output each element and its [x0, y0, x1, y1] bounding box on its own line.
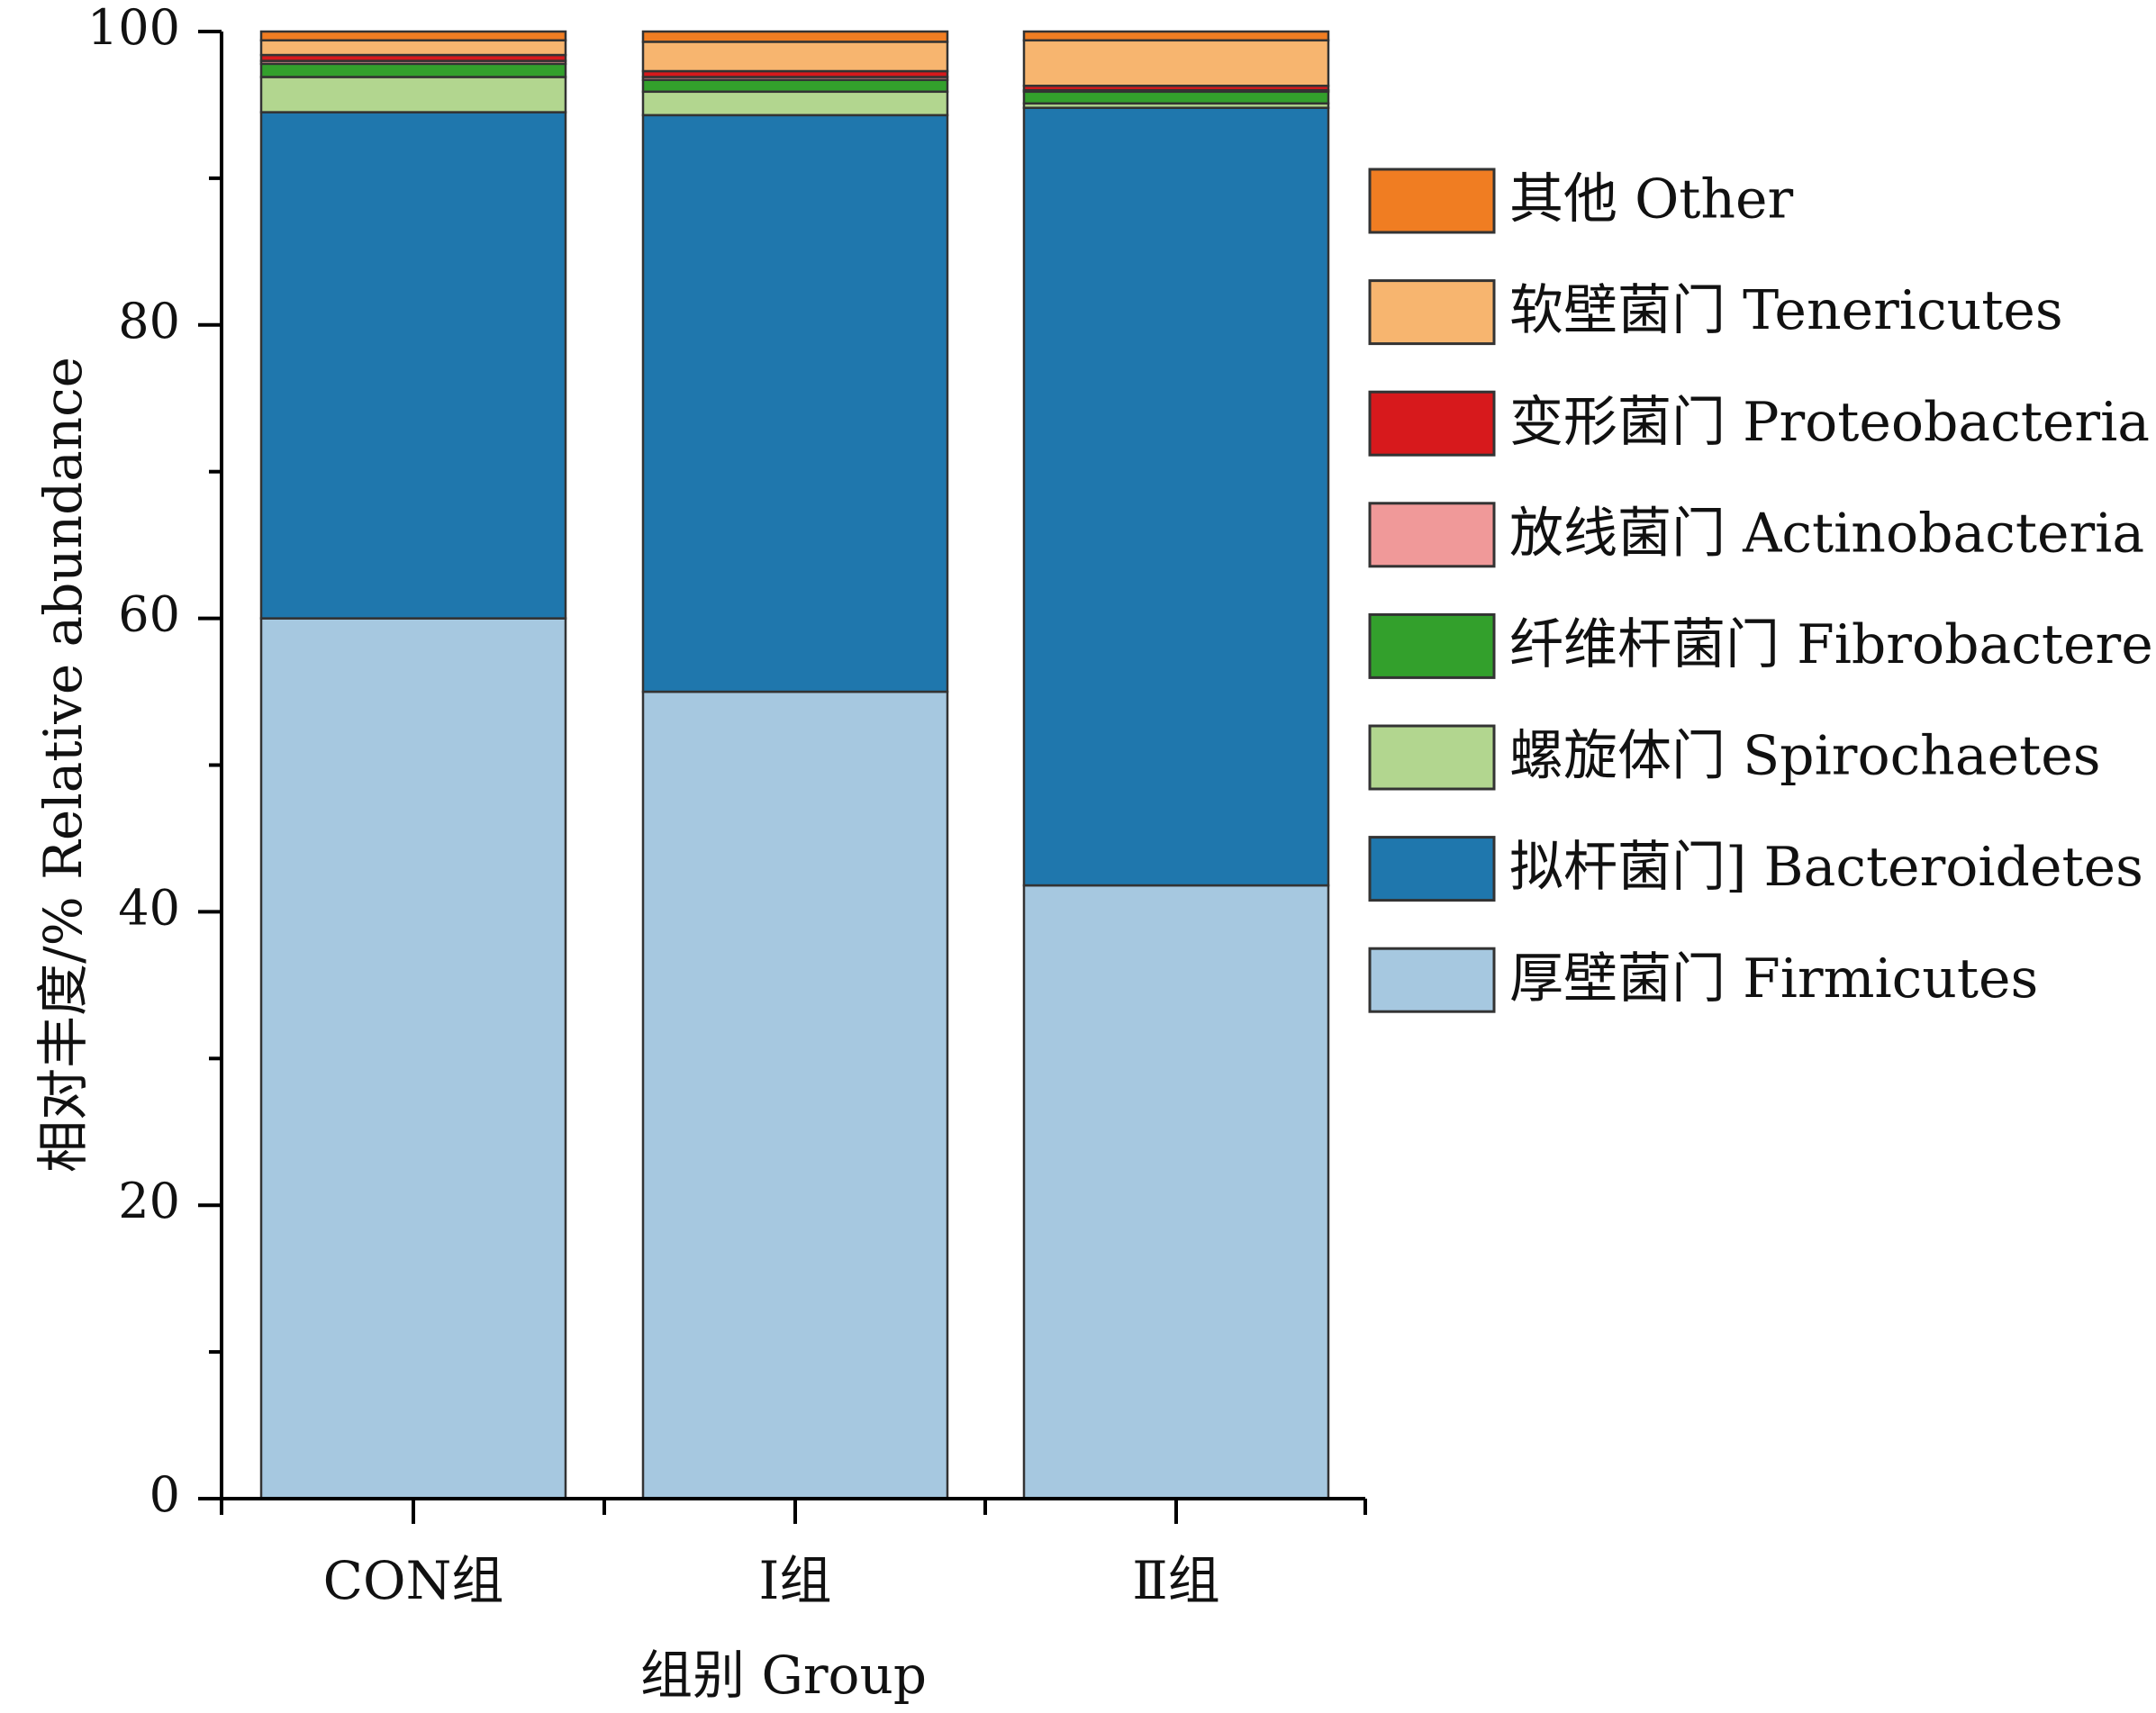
legend-label: 拟杆菌门] Bacteroidetes — [1509, 836, 2143, 899]
bar-segment — [641, 78, 949, 94]
legend-swatch — [1368, 390, 1496, 457]
bar-segment — [1022, 90, 1330, 105]
legend-label: 厚壁菌门 Firmicutes — [1509, 947, 2038, 1011]
bar-segment — [1022, 39, 1330, 87]
legend-swatch — [1368, 724, 1496, 791]
bar-segment — [259, 617, 567, 1500]
x-category-label: Ⅱ组 — [1132, 1550, 1219, 1611]
y-tick-label: 40 — [118, 879, 180, 936]
bar-segment — [641, 41, 949, 73]
legend-swatch — [1368, 947, 1496, 1013]
x-axis-title: 组别 Group — [640, 1645, 927, 1706]
bar-segment — [259, 39, 567, 57]
y-tick-label: 60 — [118, 586, 180, 643]
y-tick-label: 100 — [87, 0, 180, 56]
legend-swatch — [1368, 168, 1496, 234]
bar-segment — [259, 30, 567, 42]
bar-segment — [1022, 884, 1330, 1500]
y-axis-title: 相对丰度/% Relative abundance — [32, 357, 94, 1173]
y-tick-label: 0 — [149, 1466, 180, 1523]
bar-segment — [1022, 106, 1330, 887]
legend-label: 螺旋体门 Spirochaetes — [1509, 725, 2101, 788]
y-tick-label: 80 — [118, 293, 180, 349]
bar-segment — [641, 690, 949, 1500]
legend-label: 纤维杆菌门 Fibrobacteres — [1509, 613, 2156, 676]
y-tick-label: 20 — [118, 1173, 180, 1229]
legend-label: 变形菌门 Proteobacteria — [1509, 391, 2150, 454]
x-category-label: CON组 — [323, 1550, 504, 1611]
bar-segment — [259, 76, 567, 113]
legend-swatch — [1368, 279, 1496, 346]
legend-swatch — [1368, 502, 1496, 568]
legend: 其他 Other 软壁菌门 Tenericutes 变形菌门 Proteobacte… — [1368, 168, 2156, 1013]
y-ticks: 0 20 40 60 80 100 — [87, 0, 222, 1523]
legend-label: 软壁菌门 Tenericutes — [1509, 279, 2063, 342]
bar-segment — [641, 90, 949, 117]
bar-segment — [1022, 30, 1330, 42]
bar-segments — [259, 30, 1330, 1500]
legend-swatch — [1368, 836, 1496, 902]
bar-segment — [641, 30, 949, 43]
bar-segment — [641, 113, 949, 693]
legend-swatch — [1368, 612, 1496, 679]
bar-segment — [259, 111, 567, 620]
x-ticks: CON组 Ⅰ组 Ⅱ组 — [220, 1499, 1367, 1611]
legend-label: 放线菌门 Actinobacteria — [1509, 502, 2144, 565]
bar-segment — [259, 62, 567, 78]
legend-label: 其他 Other — [1509, 168, 1794, 231]
x-category-label: Ⅰ组 — [759, 1550, 832, 1611]
